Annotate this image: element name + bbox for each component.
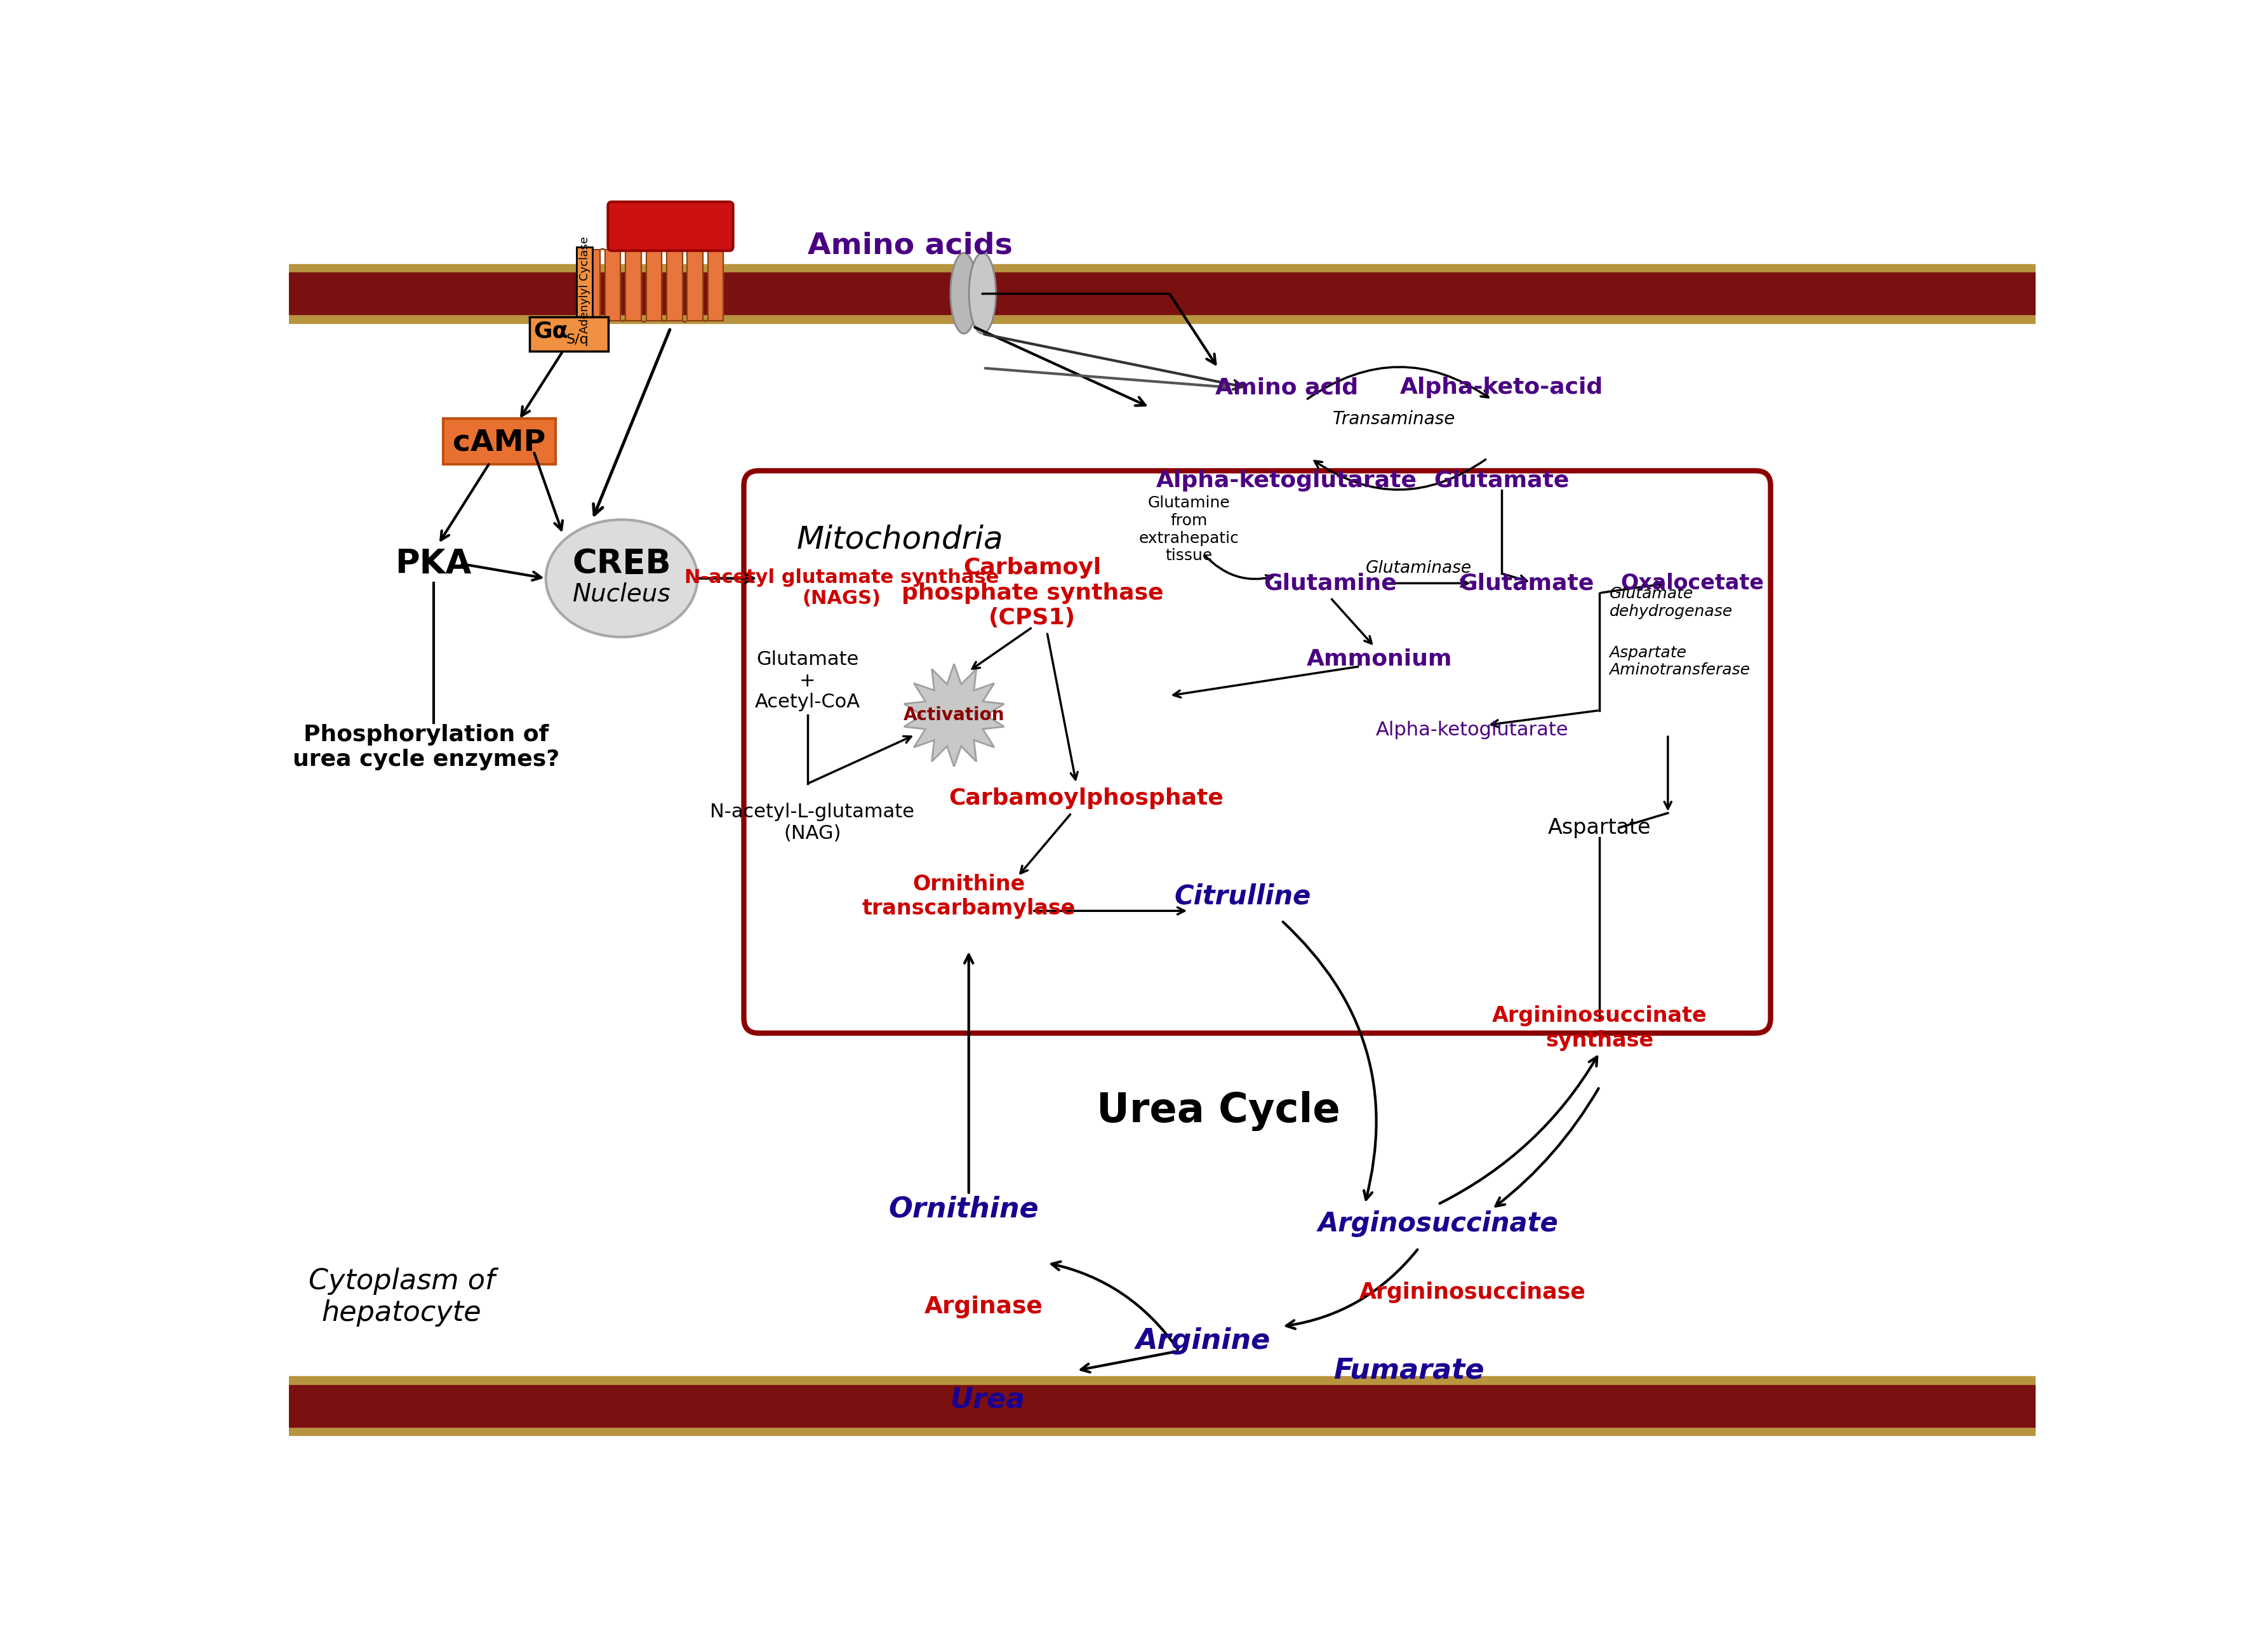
Bar	[687, 249, 703, 320]
Bar	[290, 1377, 2037, 1436]
Bar	[708, 249, 723, 320]
Text: S/q: S/q	[567, 333, 590, 346]
FancyBboxPatch shape	[442, 418, 556, 464]
Text: Alpha-ketoglutarate: Alpha-ketoglutarate	[1377, 720, 1569, 738]
Text: Gα: Gα	[533, 320, 567, 343]
Text: N-acetyl glutamate synthase
(NAGS): N-acetyl glutamate synthase (NAGS)	[685, 568, 998, 609]
Text: Carbamoylphosphate: Carbamoylphosphate	[948, 788, 1222, 809]
Text: Glutamate: Glutamate	[1433, 469, 1569, 491]
Text: Glutamine
from
extrahepatic
tissue: Glutamine from extrahepatic tissue	[1139, 496, 1238, 563]
Text: Nucleus: Nucleus	[572, 583, 671, 606]
FancyBboxPatch shape	[531, 317, 608, 351]
Text: Glutamate
+
Acetyl-CoA: Glutamate + Acetyl-CoA	[755, 650, 860, 712]
Bar	[606, 249, 621, 320]
Text: Arginosuccinate: Arginosuccinate	[1318, 1211, 1558, 1237]
Text: Glutaminase: Glutaminase	[1365, 560, 1472, 578]
Text: Ornithine
transcarbamylase: Ornithine transcarbamylase	[862, 873, 1075, 919]
Text: Adenylyl Cyclase: Adenylyl Cyclase	[578, 236, 590, 333]
Bar	[626, 249, 642, 320]
Text: Transaminase: Transaminase	[1334, 410, 1456, 428]
Text: Glutamate
dehydrogenase: Glutamate dehydrogenase	[1610, 586, 1733, 619]
Text: Cytoplasm of
hepatocyte: Cytoplasm of hepatocyte	[308, 1268, 494, 1326]
FancyBboxPatch shape	[608, 202, 733, 251]
Bar	[606, 249, 621, 320]
Text: Phosphorylation of: Phosphorylation of	[304, 724, 549, 745]
Text: Amino acids: Amino acids	[807, 231, 1012, 261]
Text: Alpha-keto-acid: Alpha-keto-acid	[1399, 377, 1603, 399]
Bar	[290, 272, 2037, 315]
Ellipse shape	[950, 253, 978, 333]
Text: Urea Cycle: Urea Cycle	[1095, 1091, 1340, 1131]
Bar	[708, 249, 723, 320]
FancyBboxPatch shape	[744, 471, 1771, 1034]
Text: Aspartate: Aspartate	[1547, 817, 1651, 839]
Text: Amino acid: Amino acid	[1216, 377, 1359, 399]
Text: Carbamoyl
phosphate synthase
(CPS1): Carbamoyl phosphate synthase (CPS1)	[900, 558, 1163, 629]
Bar	[626, 249, 642, 320]
Ellipse shape	[968, 253, 996, 333]
Bar	[646, 249, 662, 320]
Text: N-acetyl-L-glutamate
(NAG): N-acetyl-L-glutamate (NAG)	[710, 802, 914, 843]
Bar	[687, 249, 703, 320]
Text: urea cycle enzymes?: urea cycle enzymes?	[293, 748, 560, 770]
Text: Mitochondria: Mitochondria	[796, 523, 1005, 555]
Text: Arginine: Arginine	[1136, 1328, 1270, 1355]
Text: Oxalocetate: Oxalocetate	[1622, 573, 1765, 594]
Text: Ammonium: Ammonium	[1306, 648, 1452, 670]
FancyBboxPatch shape	[576, 248, 592, 323]
Bar	[646, 249, 662, 320]
Bar	[667, 249, 683, 320]
Text: Argininosuccinate
synthase: Argininosuccinate synthase	[1492, 1006, 1708, 1050]
Text: Urea: Urea	[950, 1387, 1025, 1413]
Bar	[585, 249, 601, 320]
Text: Aspartate
Aminotransferase: Aspartate Aminotransferase	[1610, 645, 1751, 678]
Text: CREB: CREB	[572, 546, 671, 581]
Text: Citrulline: Citrulline	[1175, 883, 1311, 909]
Text: Arginase: Arginase	[923, 1295, 1043, 1318]
Text: Activation: Activation	[903, 706, 1005, 724]
Text: Ornithine: Ornithine	[889, 1196, 1039, 1223]
Text: Argininosuccinase: Argininosuccinase	[1359, 1282, 1585, 1303]
Text: Fumarate: Fumarate	[1334, 1357, 1483, 1383]
Polygon shape	[905, 665, 1005, 766]
Text: Glutamine: Glutamine	[1263, 573, 1397, 594]
Bar	[585, 249, 601, 320]
Text: Alpha-ketoglutarate: Alpha-ketoglutarate	[1157, 469, 1418, 491]
Bar	[290, 264, 2037, 323]
Text: PKA: PKA	[395, 546, 472, 581]
Bar	[290, 1385, 2037, 1426]
Text: Glucagon: Glucagon	[596, 213, 744, 240]
Text: Glutamate: Glutamate	[1458, 573, 1594, 594]
Text: cAMP: cAMP	[454, 428, 547, 456]
Bar	[667, 249, 683, 320]
Ellipse shape	[547, 520, 696, 637]
